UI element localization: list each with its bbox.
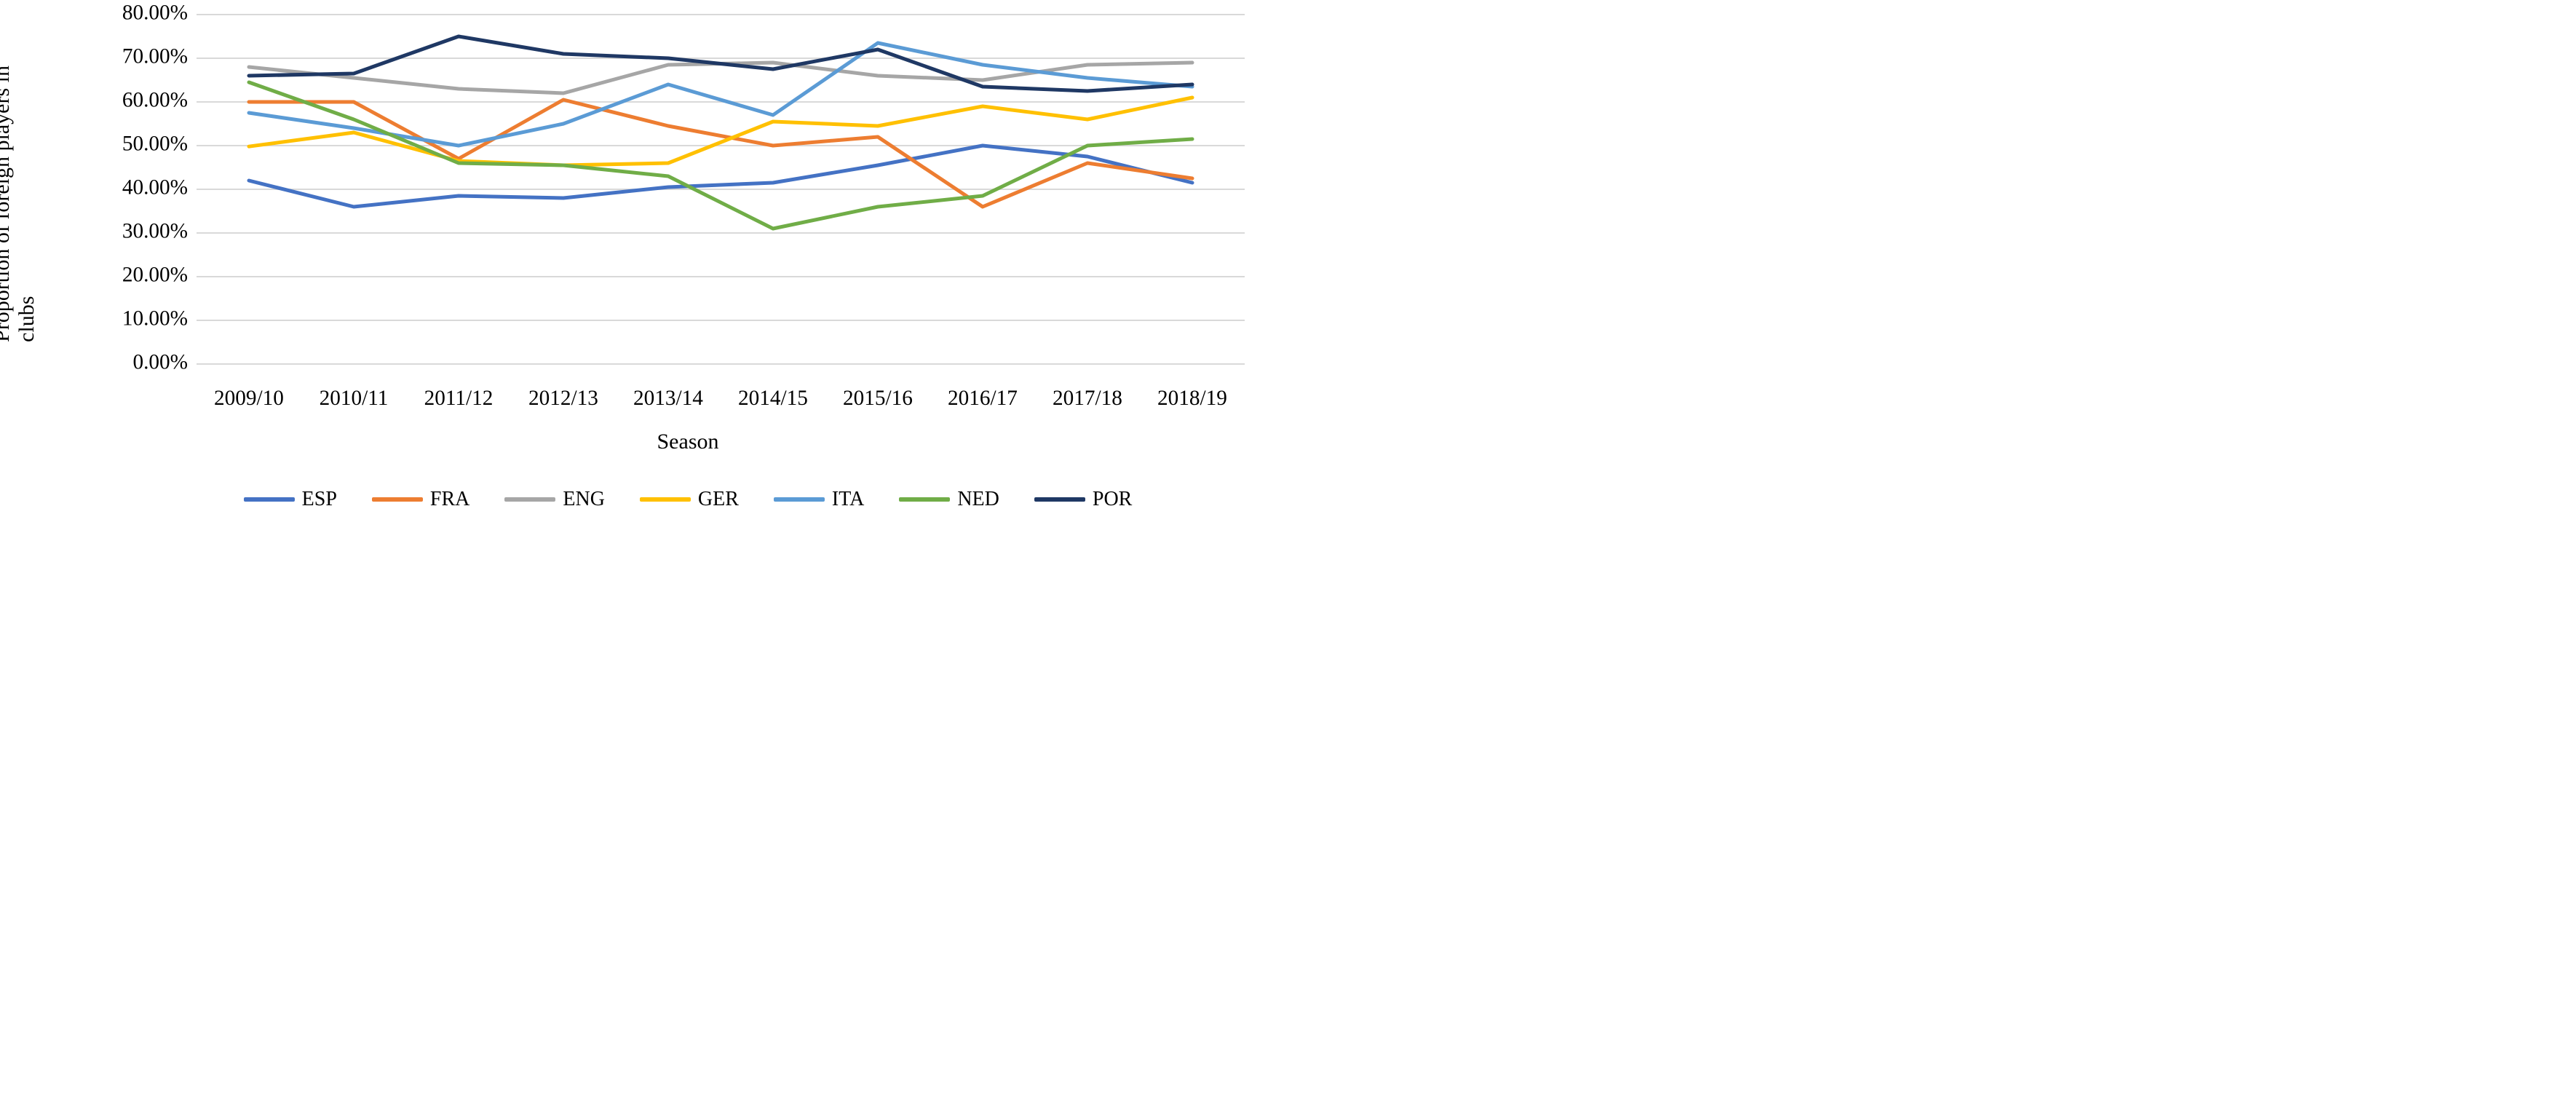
legend-item-ger: GER: [640, 488, 739, 511]
series-line-ger: [249, 98, 1192, 165]
x-tick-label: 2015/16: [843, 387, 913, 410]
y-tick-label: 60.00%: [122, 89, 188, 112]
legend-swatch: [640, 497, 691, 502]
legend-swatch: [372, 497, 423, 502]
y-tick-label: 0.00%: [132, 351, 188, 374]
legend-label: POR: [1093, 488, 1132, 511]
legend-label: NED: [957, 488, 999, 511]
legend-swatch: [774, 497, 825, 502]
legend-label: FRA: [430, 488, 469, 511]
foreign-players-line-chart: Proportion of foreign players inclubs 0.…: [0, 0, 1288, 552]
legend-swatch: [1034, 497, 1085, 502]
x-tick-label: 2016/17: [948, 387, 1018, 410]
y-tick-label: 30.00%: [122, 220, 188, 243]
x-tick-label: 2014/15: [738, 387, 808, 410]
x-tick-label: 2018/19: [1157, 387, 1227, 410]
x-tick-label: 2010/11: [320, 387, 389, 410]
legend-item-esp: ESP: [244, 488, 337, 511]
legend-label: ESP: [302, 488, 337, 511]
legend-label: ENG: [563, 488, 605, 511]
x-axis-title: Season: [109, 430, 1267, 454]
legend-swatch: [504, 497, 555, 502]
x-tick-label: 2012/13: [528, 387, 598, 410]
y-tick-label: 40.00%: [122, 176, 188, 199]
legend-label: GER: [698, 488, 739, 511]
x-tick-label: 2017/18: [1053, 387, 1122, 410]
plot-svg: 0.00% 10.00% 20.00% 30.00% 40.00% 50.00% 60.00…: [109, 7, 1267, 400]
legend-item-fra: FRA: [372, 488, 469, 511]
legend-item-ned: NED: [899, 488, 999, 511]
plot-area: 0.00% 10.00% 20.00% 30.00% 40.00% 50.00% 60.00…: [109, 7, 1267, 400]
series-line-esp: [249, 146, 1192, 207]
y-tick-label: 70.00%: [122, 45, 188, 68]
y-tick-label: 80.00%: [122, 1, 188, 25]
x-tick-label: 2011/12: [424, 387, 494, 410]
x-tick-label: 2013/14: [633, 387, 703, 410]
legend: ESP FRA ENG GER ITA NED POR: [109, 488, 1267, 511]
legend-item-ita: ITA: [774, 488, 864, 511]
series-line-ned: [249, 82, 1192, 229]
legend-item-eng: ENG: [504, 488, 605, 511]
legend-item-por: POR: [1034, 488, 1132, 511]
y-axis-title-text: Proportion of foreign players inclubs: [0, 66, 39, 342]
x-tick-label: 2009/10: [214, 387, 284, 410]
legend-label: ITA: [832, 488, 864, 511]
y-tick-label: 20.00%: [122, 264, 188, 287]
legend-swatch: [244, 497, 295, 502]
legend-swatch: [899, 497, 950, 502]
y-tick-label: 50.00%: [122, 133, 188, 156]
y-axis-title: Proportion of foreign players inclubs: [0, 0, 29, 408]
y-tick-label: 10.00%: [122, 307, 188, 331]
